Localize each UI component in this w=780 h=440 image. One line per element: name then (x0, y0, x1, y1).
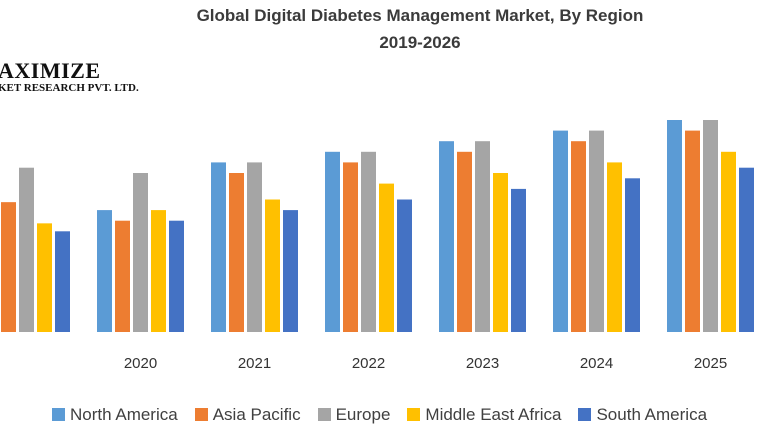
bar-north-america-2025 (667, 120, 682, 332)
bar-asia-pacific-2022 (343, 162, 358, 332)
chart-legend: North America Asia Pacific Europe Middle Ea… (52, 404, 724, 426)
bar-middle-east-africa-2025 (721, 151, 736, 332)
bar-europe-2024 (589, 130, 604, 332)
bar-europe-2023 (475, 141, 490, 332)
legend-item-north-america: North America (52, 404, 178, 426)
bar-middle-east-africa-2024 (607, 162, 622, 332)
bar-south-america-2020 (169, 220, 184, 332)
legend-swatch (194, 408, 208, 421)
legend-swatch (407, 408, 421, 421)
bar-middle-east-africa-2019 (37, 223, 52, 332)
x-tick-label-2022: 2022 (351, 355, 386, 372)
bar-europe-2021 (247, 162, 262, 332)
bar-europe-2022 (361, 151, 376, 332)
legend-item-europe: Europe (317, 404, 391, 426)
legend-swatch (317, 408, 331, 421)
x-tick-label-2020: 2020 (123, 355, 158, 372)
bar-asia-pacific-2020 (115, 220, 130, 332)
chart-title: Global Digital Diabetes Management Marke… (196, 6, 644, 25)
legend-label: Middle East Africa (425, 405, 562, 424)
legend-label: Europe (335, 405, 391, 424)
legend-label: Asia Pacific (212, 405, 301, 424)
legend-item-middle-east-africa: Middle East Africa (407, 404, 561, 426)
bar-europe-2025 (703, 120, 718, 332)
bar-north-america-2024 (553, 130, 568, 332)
legend-swatch (52, 408, 65, 421)
x-tick-label-2024: 2024 (579, 355, 614, 372)
bar-north-america-2021 (211, 162, 226, 332)
chart-subtitle: 2019-2026 (379, 33, 461, 52)
brand-logo-tagline: KET RESEARCH PVT. LTD. (0, 82, 139, 94)
bar-south-america-2023 (511, 188, 526, 332)
bar-south-america-2022 (397, 199, 412, 332)
legend-label: South America (596, 405, 708, 424)
bar-south-america-2019 (55, 231, 70, 332)
bar-europe-2020 (133, 173, 148, 332)
bar-middle-east-africa-2022 (379, 183, 394, 332)
legend-item-south-america: South America (578, 404, 707, 426)
x-tick-label-2021: 2021 (237, 355, 272, 372)
brand-logo-text: AXIMIZE (0, 58, 101, 83)
bar-south-america-2025 (739, 167, 754, 332)
bar-middle-east-africa-2023 (493, 173, 508, 332)
bar-north-america-2022 (325, 151, 340, 332)
bar-asia-pacific-2024 (571, 141, 586, 332)
legend-swatch (578, 408, 592, 421)
bar-north-america-2023 (439, 141, 454, 332)
bar-middle-east-africa-2020 (151, 210, 166, 332)
bar-asia-pacific-2023 (457, 151, 472, 332)
bar-north-america-2020 (97, 210, 112, 332)
bar-europe-2019 (19, 167, 34, 332)
x-tick-label-2023: 2023 (465, 355, 500, 372)
bar-asia-pacific-2019 (1, 202, 16, 332)
bar-south-america-2024 (625, 178, 640, 332)
legend-item-asia-pacific: Asia Pacific (194, 404, 301, 426)
bar-middle-east-africa-2021 (265, 199, 280, 332)
bar-south-america-2021 (283, 210, 298, 332)
bar-asia-pacific-2025 (685, 130, 700, 332)
x-tick-label-2025: 2025 (693, 355, 728, 372)
bar-asia-pacific-2021 (229, 173, 244, 332)
legend-label: North America (70, 405, 178, 424)
